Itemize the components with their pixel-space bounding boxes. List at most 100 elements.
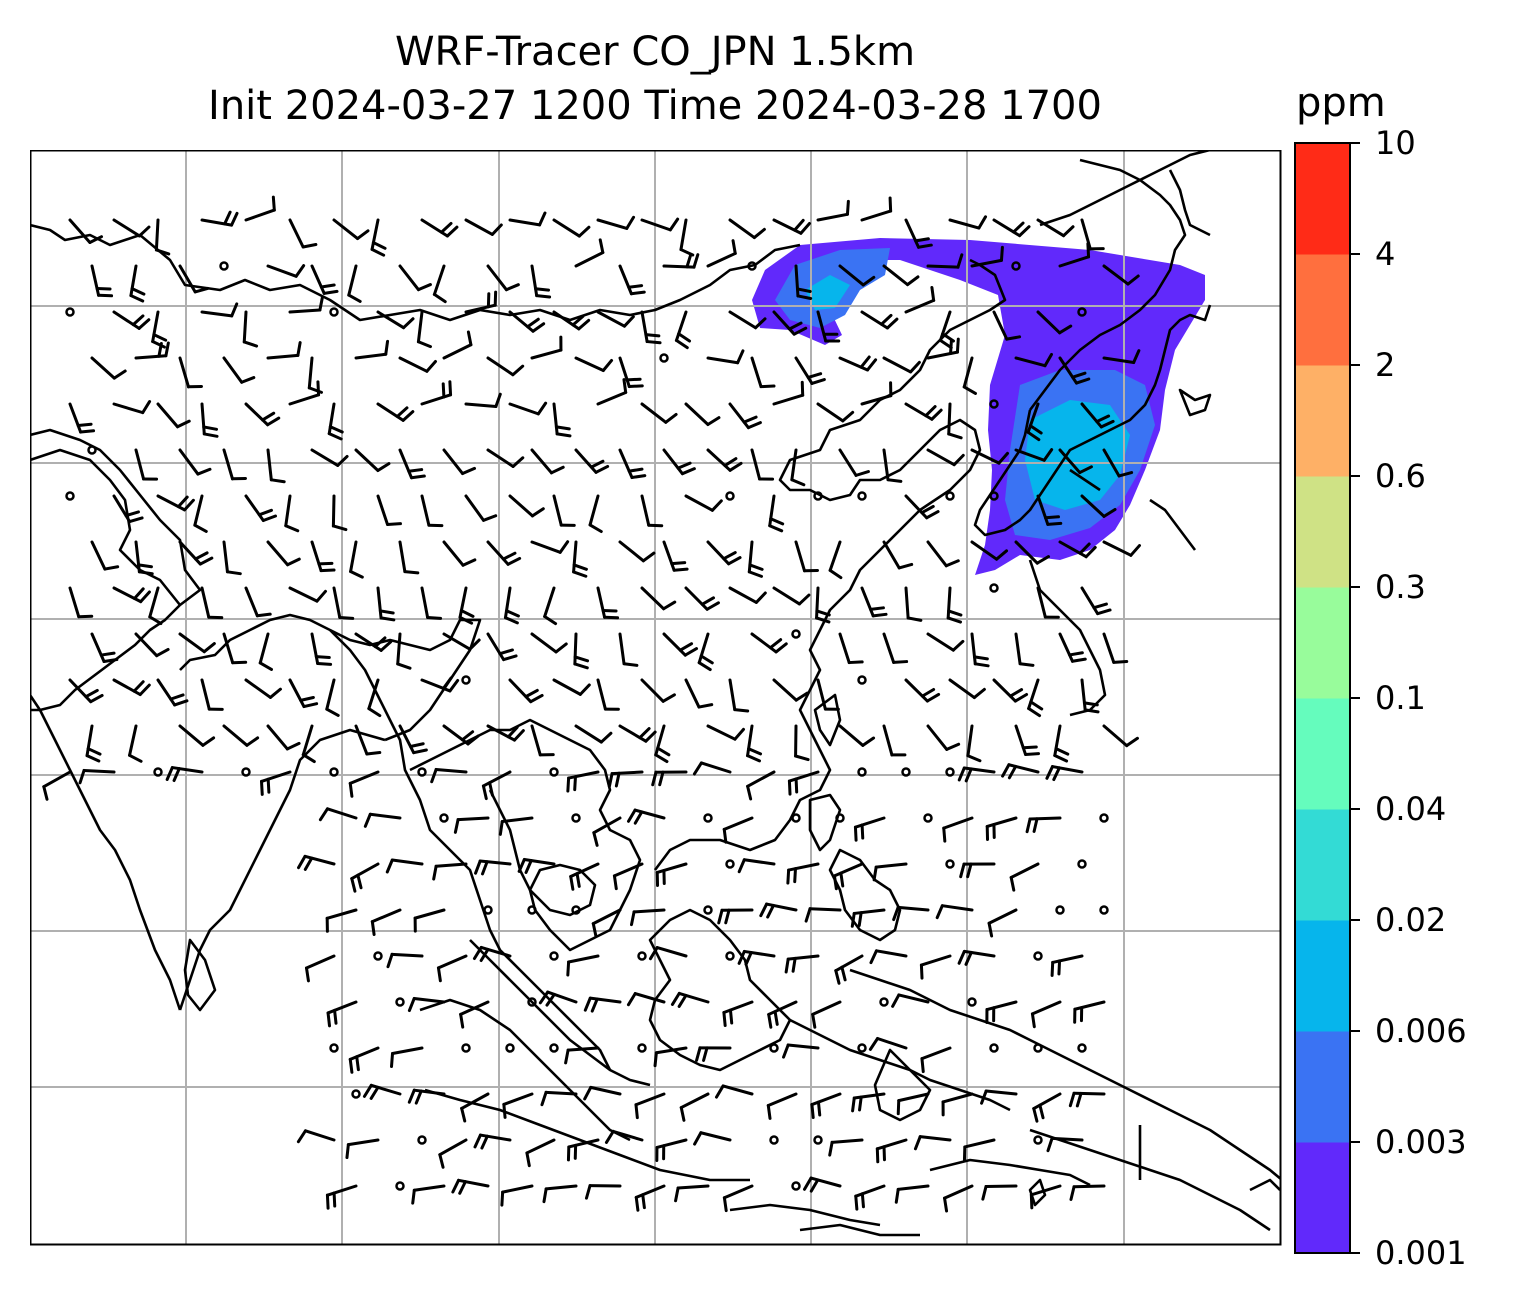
wind-barb bbox=[604, 1129, 644, 1144]
wind-barb bbox=[634, 1184, 666, 1212]
wind-barb bbox=[706, 239, 737, 268]
wind-barb bbox=[640, 678, 676, 703]
colorbar-band bbox=[1295, 254, 1350, 366]
wind-barb bbox=[618, 264, 646, 296]
wind-barb bbox=[810, 1092, 842, 1119]
wind-barb bbox=[970, 245, 1004, 268]
wind-barb bbox=[920, 1046, 952, 1074]
wind-barb bbox=[747, 540, 764, 578]
wind-barb bbox=[260, 770, 292, 796]
wind-barb bbox=[1014, 352, 1053, 368]
wind-barb bbox=[1053, 724, 1070, 763]
wind-barb bbox=[354, 632, 393, 652]
wind-barb bbox=[746, 770, 776, 801]
wind-barb bbox=[530, 540, 570, 554]
wind-barb bbox=[725, 859, 735, 869]
wind-barb bbox=[530, 632, 568, 654]
wind-barb bbox=[310, 264, 339, 295]
wind-barb bbox=[112, 218, 151, 238]
wind-barb bbox=[417, 1135, 427, 1145]
wind-barb bbox=[728, 678, 750, 713]
wind-barb bbox=[325, 1184, 358, 1210]
wind-barb bbox=[460, 1092, 490, 1123]
wind-barb bbox=[813, 491, 823, 501]
wind-barb bbox=[288, 295, 324, 314]
wind-barb bbox=[1058, 632, 1087, 663]
wind-barb bbox=[571, 813, 581, 823]
colorbar-tick-label: 2 bbox=[1375, 346, 1395, 384]
wind-barb bbox=[989, 491, 999, 501]
colorbar-band bbox=[1295, 587, 1350, 699]
wind-barb bbox=[200, 210, 239, 227]
wind-barb bbox=[129, 264, 146, 303]
wind-barb bbox=[926, 337, 960, 360]
wind-barb bbox=[481, 770, 512, 801]
wind-barb bbox=[985, 1000, 1018, 1025]
wind-barb bbox=[945, 767, 955, 777]
wind-barb bbox=[134, 632, 170, 658]
wind-barb bbox=[244, 586, 272, 618]
wind-barb bbox=[442, 330, 473, 360]
wind-barb bbox=[1077, 1043, 1087, 1053]
wind-barb bbox=[772, 380, 805, 406]
wind-barb bbox=[596, 678, 620, 711]
wind-barb bbox=[989, 583, 999, 593]
wind-barb bbox=[627, 808, 666, 825]
wind-barb bbox=[396, 632, 412, 670]
wind-barb bbox=[935, 904, 974, 920]
wind-barb bbox=[948, 215, 988, 230]
wind-barb bbox=[411, 1184, 446, 1205]
wind-barb bbox=[508, 211, 547, 227]
wind-barb bbox=[508, 678, 544, 704]
wind-barb bbox=[134, 448, 159, 481]
wind-barb bbox=[703, 813, 713, 823]
wind-barb bbox=[90, 632, 119, 663]
wind-barb bbox=[310, 540, 336, 573]
wind-barb bbox=[241, 767, 251, 777]
wind-barb bbox=[573, 632, 590, 670]
tracer-plume bbox=[752, 238, 1205, 575]
wind-barb bbox=[828, 540, 843, 580]
wind-barb bbox=[879, 997, 889, 1007]
wind-barb bbox=[769, 1135, 779, 1145]
wind-barb bbox=[981, 1184, 1018, 1201]
wind-barb bbox=[370, 218, 387, 257]
wind-barb bbox=[1080, 678, 1100, 714]
wind-barb bbox=[508, 401, 548, 416]
wind-barb bbox=[527, 997, 537, 1007]
wind-barb bbox=[1058, 448, 1093, 475]
wind-barb bbox=[549, 767, 559, 777]
wind-barb bbox=[284, 494, 300, 533]
wind-barb bbox=[407, 996, 446, 1013]
wind-barb bbox=[90, 540, 120, 571]
wind-barb bbox=[913, 1135, 952, 1151]
wind-barb bbox=[574, 724, 613, 744]
wind-barb bbox=[398, 540, 420, 575]
wind-barb bbox=[970, 540, 1009, 561]
wind-barb bbox=[42, 770, 72, 801]
wind-barb bbox=[1014, 632, 1035, 667]
wind-barb bbox=[373, 951, 383, 961]
wind-barb bbox=[68, 678, 104, 704]
wind-barb bbox=[1036, 310, 1073, 335]
wind-barb bbox=[860, 310, 899, 330]
wind-barb bbox=[329, 307, 339, 317]
wind-barb bbox=[772, 678, 809, 702]
wind-barb bbox=[244, 402, 281, 427]
wind-barb bbox=[413, 908, 446, 933]
wind-barb bbox=[178, 540, 214, 566]
wind-barb bbox=[486, 724, 525, 742]
wind-barb bbox=[618, 540, 656, 563]
wind-barb bbox=[640, 586, 677, 611]
wind-barb bbox=[1036, 218, 1075, 238]
wind-barb bbox=[376, 586, 396, 622]
wind-barb bbox=[288, 586, 327, 603]
wind-barb bbox=[728, 310, 767, 330]
wind-barb bbox=[750, 356, 776, 389]
colorbar-tick-label: 0.6 bbox=[1375, 457, 1426, 495]
wind-barb bbox=[420, 494, 444, 528]
wind-barb bbox=[648, 946, 688, 961]
wind-barb bbox=[85, 724, 102, 763]
wind-barb bbox=[854, 1184, 886, 1211]
wind-barb bbox=[992, 310, 1022, 341]
